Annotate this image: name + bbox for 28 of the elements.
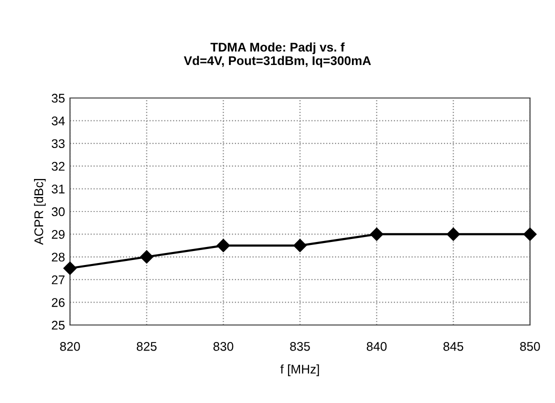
y-tick-label: 25 bbox=[52, 320, 65, 330]
y-axis-title: ACPR [dBc] bbox=[34, 179, 46, 245]
y-tick-label: 31 bbox=[52, 184, 65, 194]
y-tick-label: 35 bbox=[52, 94, 65, 103]
x-tick-label: 830 bbox=[213, 342, 234, 351]
y-tick-label: 29 bbox=[52, 230, 65, 239]
y-tick-label: 33 bbox=[52, 139, 65, 148]
point bbox=[370, 228, 384, 241]
point bbox=[63, 262, 77, 275]
x-tick-label: 850 bbox=[520, 342, 540, 351]
y-tick-label: 28 bbox=[52, 252, 65, 262]
x-tick-label: 820 bbox=[60, 342, 80, 351]
y-tick-label: 26 bbox=[52, 298, 65, 307]
y-tick-label: 27 bbox=[52, 275, 65, 284]
x-tick-label: 835 bbox=[290, 342, 310, 351]
y-tick-label: 32 bbox=[52, 162, 65, 171]
x-axis-title: f [MHz] bbox=[280, 364, 319, 376]
x-tick-label: 845 bbox=[443, 342, 464, 351]
point bbox=[140, 250, 154, 264]
point bbox=[216, 238, 230, 252]
chart-title: TDMA Mode: Padj vs. f Vd=4V, Pout=31dBm, Iq=300mA bbox=[184, 42, 371, 68]
point bbox=[446, 228, 460, 241]
x-tick-label: 840 bbox=[366, 342, 387, 351]
point bbox=[523, 228, 537, 241]
x-tick-label: 825 bbox=[136, 342, 157, 351]
point bbox=[293, 238, 307, 252]
y-tick-label: 30 bbox=[52, 207, 65, 216]
y-tick-label: 34 bbox=[52, 116, 65, 126]
